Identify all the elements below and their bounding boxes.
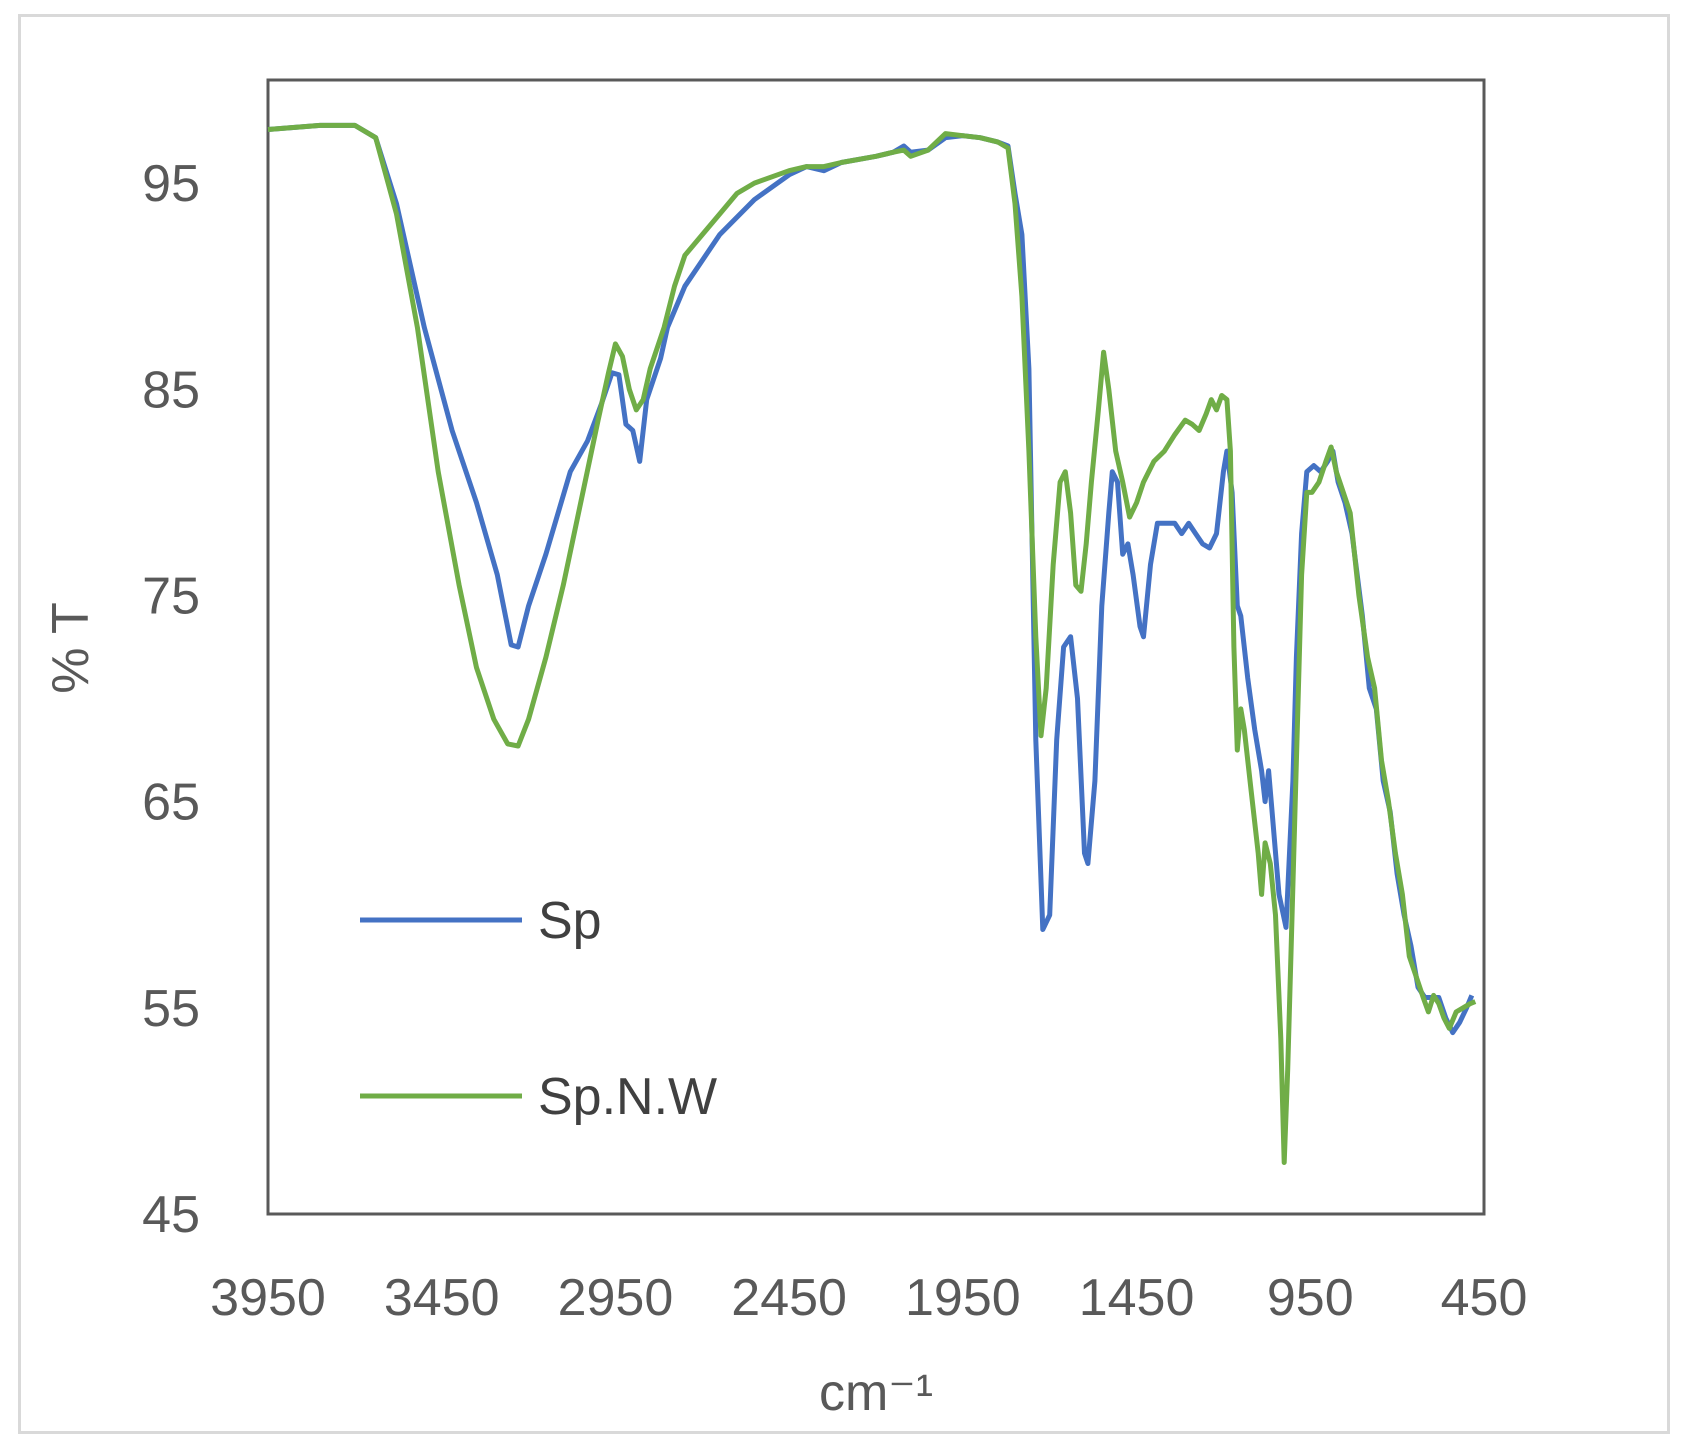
x-tick-label: 2950 xyxy=(558,1269,674,1327)
y-tick-label: 85 xyxy=(142,361,200,419)
x-tick-label: 3950 xyxy=(210,1269,326,1327)
plot-area-border xyxy=(266,78,1486,1216)
y-tick-label: 45 xyxy=(142,1186,200,1244)
legend-label-1: Sp xyxy=(538,892,602,950)
x-axis-title: cm⁻¹ xyxy=(819,1364,933,1422)
chart-frame xyxy=(18,14,1670,1434)
x-tick-label: 2450 xyxy=(731,1269,847,1327)
y-axis-title: % T xyxy=(42,602,100,694)
series-line-2 xyxy=(267,122,1477,1165)
y-tick-label: 75 xyxy=(142,567,200,625)
x-tick-labels: 3950 3450 2950 2450 1950 1450 950 450 xyxy=(210,1269,1527,1327)
legend-label-2: Sp.N.W xyxy=(538,1068,717,1126)
y-tick-labels: 95 85 75 65 55 45 xyxy=(142,155,200,1244)
legend: Sp Sp.N.W xyxy=(360,892,717,1126)
x-tick-label: 1950 xyxy=(905,1269,1021,1327)
series-layer xyxy=(267,122,1477,1165)
x-tick-label: 450 xyxy=(1441,1269,1528,1327)
y-tick-label: 95 xyxy=(142,155,200,213)
y-tick-label: 65 xyxy=(142,774,200,832)
x-tick-label: 950 xyxy=(1267,1269,1354,1327)
x-tick-label: 1450 xyxy=(1079,1269,1195,1327)
x-tick-label: 3450 xyxy=(384,1269,500,1327)
y-tick-label: 55 xyxy=(142,980,200,1038)
